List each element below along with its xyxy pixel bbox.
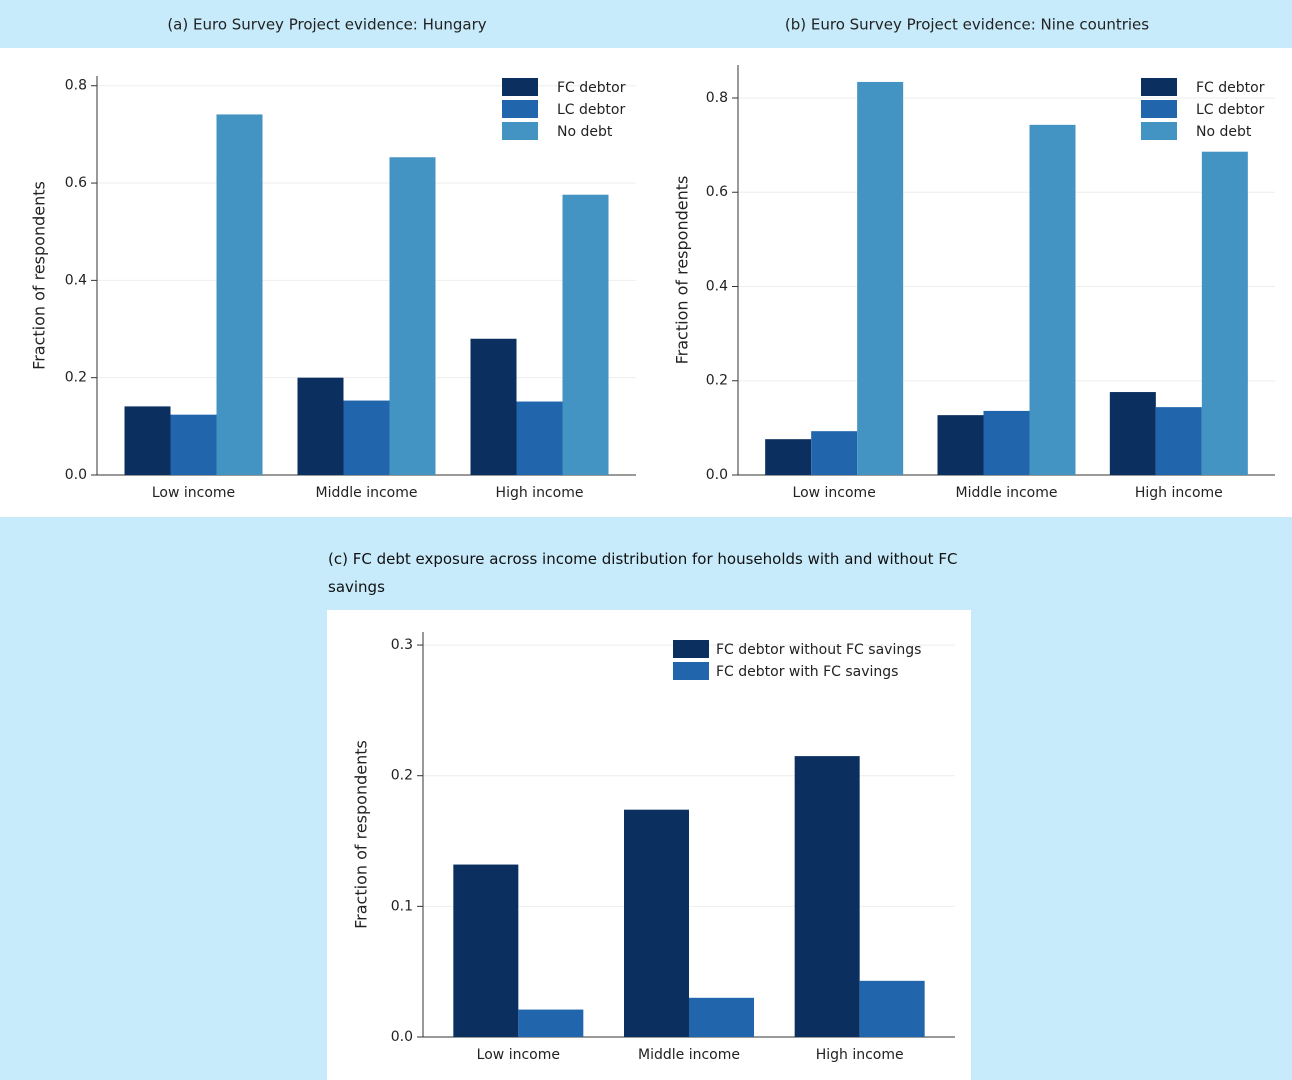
- bar: [624, 809, 689, 1037]
- y-tick-label: 0.6: [65, 175, 87, 191]
- x-tick-label: High income: [816, 1047, 904, 1063]
- bar: [470, 338, 517, 475]
- bar: [937, 415, 984, 475]
- y-axis-label: Fraction of respondents: [30, 181, 49, 370]
- bar: [689, 997, 754, 1037]
- legend-label: FC debtor: [1196, 80, 1265, 96]
- bar: [811, 431, 858, 475]
- x-tick-label: High income: [496, 485, 584, 501]
- x-tick-label: High income: [1135, 485, 1223, 501]
- x-tick-label: Middle income: [316, 485, 418, 501]
- legend-label: No debt: [1196, 124, 1252, 140]
- y-tick-label: 0.6: [706, 184, 728, 200]
- y-axis-label: Fraction of respondents: [673, 176, 692, 365]
- legend-swatch: [673, 640, 709, 658]
- chart-title: (b) Euro Survey Project evidence: Nine c…: [785, 16, 1149, 34]
- x-tick-label: Low income: [477, 1047, 560, 1063]
- bar: [343, 400, 390, 475]
- y-tick-label: 0.8: [65, 78, 87, 94]
- y-tick-label: 0.3: [391, 637, 413, 653]
- legend-swatch: [673, 662, 709, 680]
- y-axis-label: Fraction of respondents: [352, 740, 371, 929]
- bar: [518, 1009, 584, 1037]
- legend-label: LC debtor: [557, 102, 625, 118]
- y-tick-label: 0.1: [391, 898, 413, 914]
- legend-swatch: [1141, 78, 1177, 96]
- legend-swatch: [1141, 122, 1177, 140]
- bar: [859, 980, 925, 1037]
- legend-label: FC debtor without FC savings: [716, 642, 921, 658]
- bar: [1201, 151, 1248, 475]
- y-tick-label: 0.0: [65, 467, 87, 483]
- y-tick-label: 0.4: [706, 278, 728, 294]
- y-tick-label: 0.2: [391, 768, 413, 784]
- bar: [1155, 407, 1202, 475]
- chart-title: (c) FC debt exposure across income distr…: [328, 550, 958, 596]
- bar: [170, 414, 217, 475]
- x-tick-label: Low income: [152, 485, 235, 501]
- legend-label: FC debtor with FC savings: [716, 664, 898, 680]
- x-tick-label: Middle income: [956, 485, 1058, 501]
- legend-swatch: [502, 78, 538, 96]
- bar: [857, 81, 904, 475]
- x-tick-label: Low income: [793, 485, 876, 501]
- bar: [216, 114, 263, 475]
- bar: [794, 756, 860, 1037]
- legend-label: FC debtor: [557, 80, 626, 96]
- chart-title: (a) Euro Survey Project evidence: Hungar…: [167, 16, 486, 34]
- y-tick-label: 0.0: [706, 467, 728, 483]
- legend-label: No debt: [557, 124, 613, 140]
- legend-swatch: [502, 100, 538, 118]
- y-tick-label: 0.2: [706, 373, 728, 389]
- header-band: [0, 0, 1292, 48]
- bar: [516, 401, 563, 475]
- x-tick-label: Middle income: [638, 1047, 740, 1063]
- bar: [389, 157, 436, 475]
- legend-label: LC debtor: [1196, 102, 1264, 118]
- y-tick-label: 0.2: [65, 370, 87, 386]
- bar: [453, 864, 519, 1037]
- bar: [562, 194, 609, 476]
- bar: [765, 439, 812, 475]
- bar: [297, 377, 344, 475]
- legend-swatch: [502, 122, 538, 140]
- y-tick-label: 0.0: [391, 1029, 413, 1045]
- bar: [1109, 392, 1156, 475]
- y-tick-label: 0.8: [706, 90, 728, 106]
- bar: [1029, 124, 1076, 475]
- bar: [124, 406, 171, 475]
- legend-swatch: [1141, 100, 1177, 118]
- bar: [983, 410, 1030, 475]
- y-tick-label: 0.4: [65, 272, 87, 288]
